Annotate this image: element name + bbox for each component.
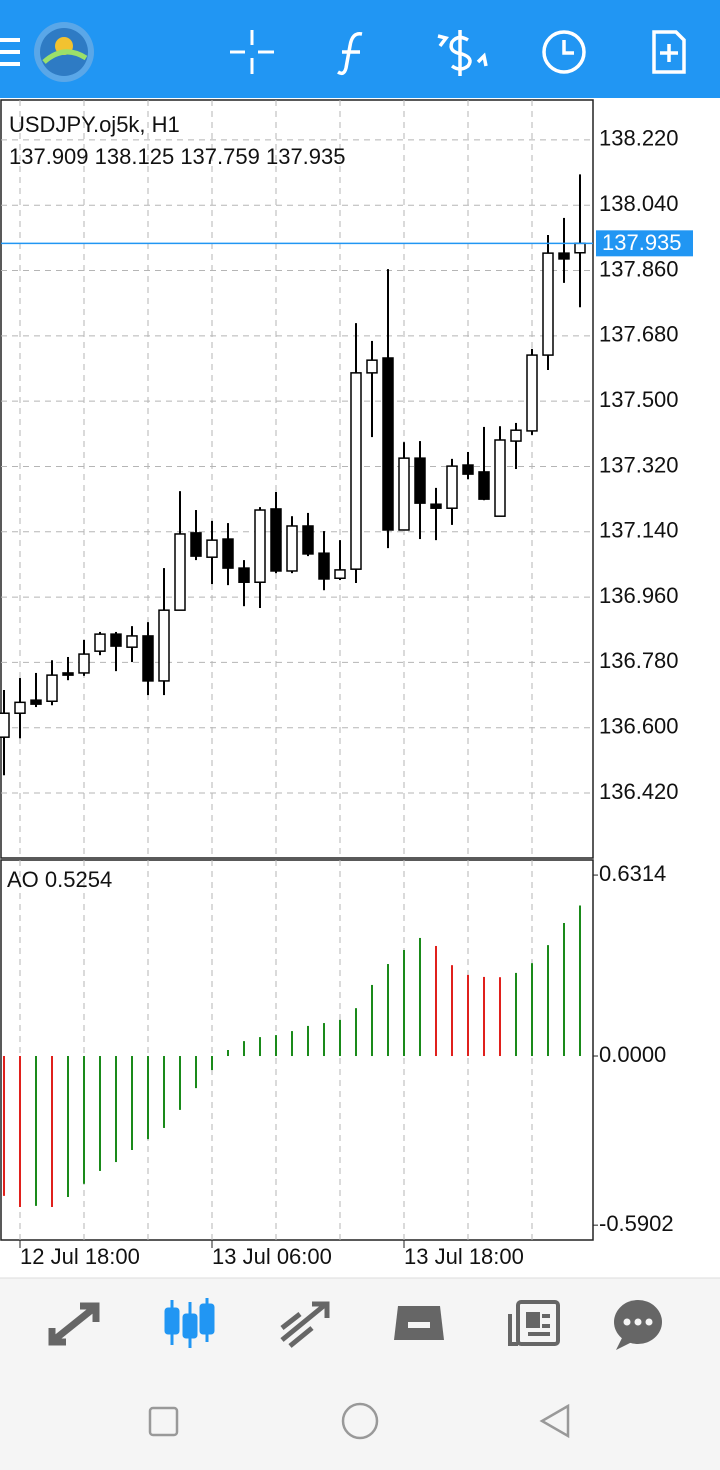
y-tick-label: 0.0000 [599, 1042, 666, 1067]
y-tick-label: 137.320 [599, 452, 679, 477]
price-tag [596, 230, 693, 257]
chat-tab[interactable] [614, 1300, 662, 1350]
y-tick-label: 136.600 [599, 714, 679, 739]
candle-body [30, 699, 42, 705]
news-tab[interactable] [508, 1300, 560, 1346]
candle-body [510, 429, 522, 442]
marks: 138.220 138.040 137.860 137.680 137.500 137.3… [0, 126, 693, 1269]
candle-body [222, 538, 234, 569]
candle-body [446, 465, 458, 509]
candle-body [334, 569, 346, 579]
candle-body [270, 508, 282, 572]
chart-tab[interactable] [164, 1298, 215, 1348]
ao-title: AO 0.5254 [7, 867, 112, 892]
ao-pane [0, 859, 594, 1241]
crosshair-button[interactable] [230, 30, 274, 74]
home-button[interactable] [341, 1402, 379, 1440]
candle-body [366, 359, 378, 374]
trade-tab[interactable] [280, 1301, 330, 1348]
candle-body [302, 525, 314, 555]
x-tick-label: 13 Jul 06:00 [212, 1244, 332, 1269]
ao-value: 0.5254 [45, 867, 112, 892]
top-bar [0, 0, 720, 98]
candle-body [414, 457, 426, 504]
high-value: 138.125 [95, 144, 175, 169]
history-tab[interactable] [394, 1306, 444, 1340]
candle-body [190, 532, 202, 557]
candle-body [206, 539, 218, 558]
candle-body [142, 635, 154, 682]
candle-body [526, 354, 538, 432]
y-tick-label: 137.680 [599, 322, 679, 347]
quotes-tab[interactable] [48, 1302, 100, 1346]
candle-body [398, 457, 410, 531]
back-button[interactable] [539, 1403, 570, 1439]
new-order-button[interactable] [652, 30, 686, 74]
candle-body [574, 242, 586, 254]
candle-body [174, 533, 186, 611]
candle-body [494, 439, 506, 517]
y-tick-label: 137.500 [599, 387, 679, 412]
candle-body [462, 464, 474, 475]
y-tick-label: 136.420 [599, 779, 679, 804]
x-tick-label: 13 Jul 18:00 [404, 1244, 524, 1269]
y-tick-label: 136.960 [599, 583, 679, 608]
trade-button[interactable] [437, 30, 488, 76]
candle-body [382, 357, 394, 531]
y-tick-label: 136.780 [599, 648, 679, 673]
chart-title: USDJPY.oj5k, H1 [9, 112, 180, 137]
candle-body [46, 674, 58, 702]
price-tag-label: 137.935 [602, 230, 682, 255]
candle-body [78, 653, 90, 674]
candle-body [318, 552, 330, 580]
candle-body [254, 509, 266, 583]
candle-body [430, 503, 442, 509]
ao-name: AO [7, 867, 39, 892]
y-tick-label: 137.860 [599, 256, 679, 281]
y-tick-label: -0.5902 [599, 1211, 674, 1236]
y-tick-label: 137.140 [599, 518, 679, 543]
ohlc-readout: 137.909 138.125 137.759 137.935 [9, 144, 346, 169]
main-pane [0, 99, 594, 859]
candle-body [14, 701, 26, 714]
history-button[interactable] [542, 30, 586, 74]
candle-body [558, 252, 570, 260]
x-tick-label: 12 Jul 18:00 [20, 1244, 140, 1269]
close-value: 137.935 [266, 144, 346, 169]
recents-button[interactable] [148, 1406, 179, 1437]
candle-body [94, 633, 106, 652]
low-value: 137.759 [180, 144, 260, 169]
candle-body [110, 633, 122, 647]
candle-body [158, 609, 170, 682]
candle-body [126, 635, 138, 648]
y-tick-label: 0.6314 [599, 861, 666, 886]
y-tick-label: 138.220 [599, 126, 679, 151]
indicators-button[interactable] [337, 32, 363, 76]
candle-body [350, 372, 362, 570]
app-logo[interactable] [34, 22, 94, 82]
candle-body [62, 672, 74, 676]
candle-body [0, 712, 10, 738]
candle-body [478, 471, 490, 500]
candle-body [286, 525, 298, 572]
menu-button[interactable] [0, 38, 20, 66]
candle-body [542, 252, 554, 356]
bottom-nav [0, 1278, 720, 1470]
grid [1, 100, 593, 1240]
candle-body [238, 567, 250, 583]
y-tick-label: 138.040 [599, 191, 679, 216]
open-value: 137.909 [9, 144, 89, 169]
